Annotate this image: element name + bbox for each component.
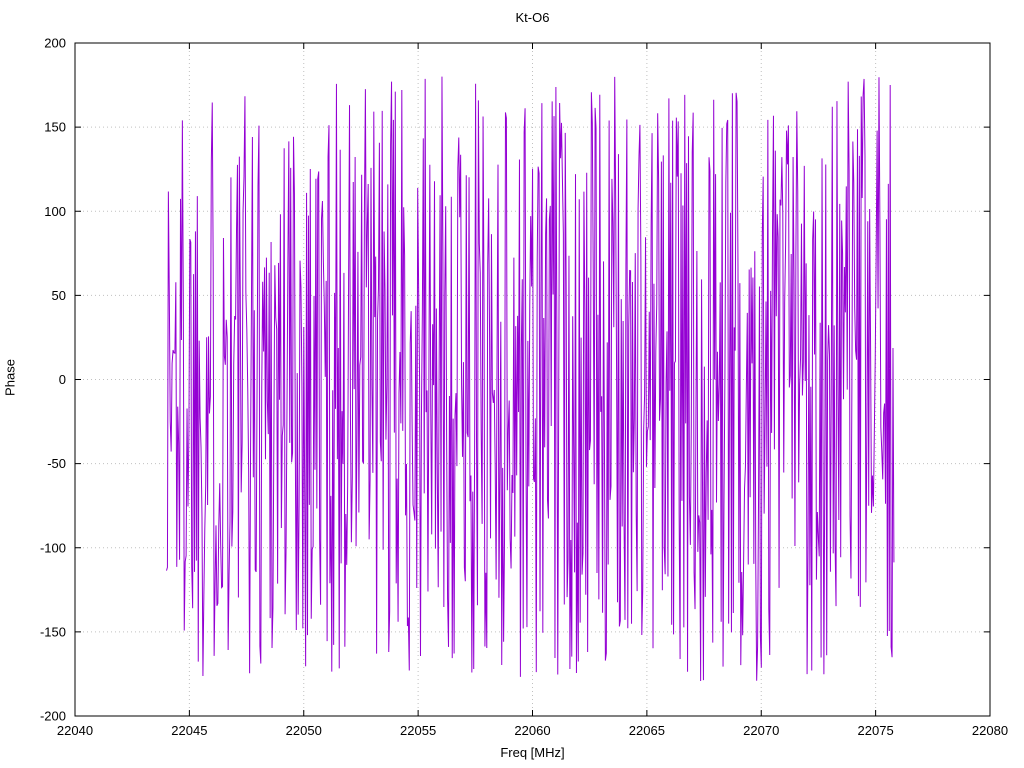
svg-text:-150: -150 [40,624,66,639]
chart-title: Kt-O6 [515,10,550,25]
svg-text:0: 0 [59,372,66,387]
svg-text:150: 150 [44,120,66,135]
svg-text:22070: 22070 [743,723,779,738]
svg-text:22040: 22040 [57,723,93,738]
svg-text:-50: -50 [47,456,66,471]
svg-text:22065: 22065 [629,723,665,738]
svg-text:22045: 22045 [171,723,207,738]
svg-text:22080: 22080 [972,723,1008,738]
y-tick-labels: -200 -150 -100 -50 0 50 100 150 200 [40,36,66,724]
data-series-phase [166,76,895,681]
svg-text:22060: 22060 [514,723,550,738]
tick-marks [74,42,991,717]
svg-text:22075: 22075 [858,723,894,738]
svg-text:50: 50 [52,288,66,303]
y-axis-label: Phase [2,359,18,396]
x-axis-label: Freq [MHz] [500,745,565,760]
svg-text:200: 200 [44,36,66,51]
svg-text:100: 100 [44,204,66,219]
svg-text:-200: -200 [40,709,66,724]
svg-text:22050: 22050 [286,723,322,738]
svg-text:-100: -100 [40,540,66,555]
x-tick-labels: 22040 22045 22050 22055 22060 22065 22070 22075… [57,723,1008,738]
svg-text:22055: 22055 [400,723,436,738]
